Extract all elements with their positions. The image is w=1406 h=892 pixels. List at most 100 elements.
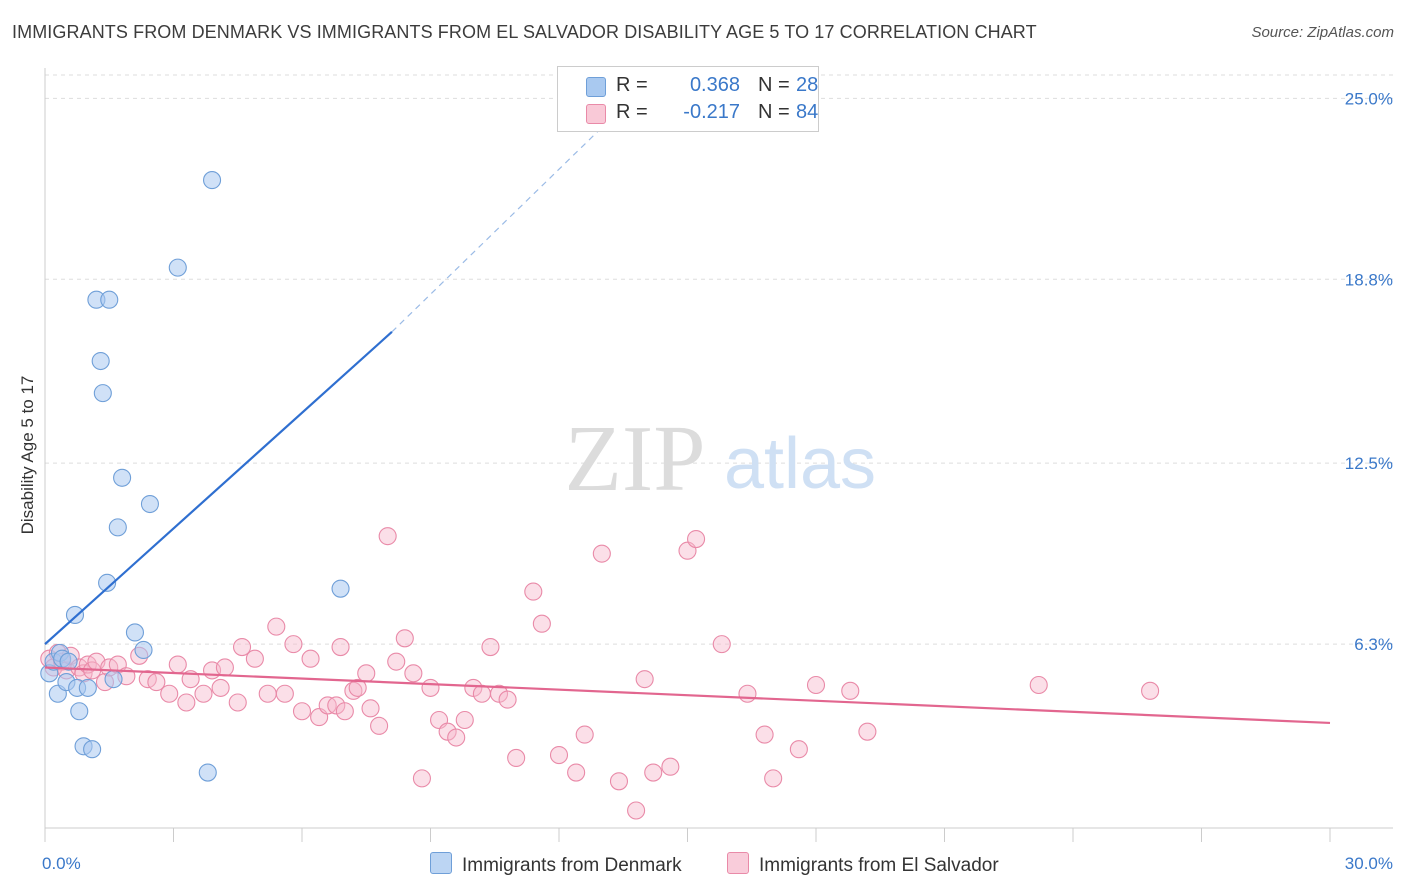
el-salvador-point — [395, 629, 414, 648]
axes — [44, 68, 1393, 842]
el-salvador-point — [549, 745, 569, 765]
r-value: 0.368 — [689, 74, 740, 96]
el-salvador-point — [738, 684, 757, 703]
el-salvador-point — [567, 763, 586, 782]
el-salvador-point — [258, 684, 277, 703]
denmark-point — [108, 518, 127, 537]
el-salvador-point — [858, 722, 877, 741]
y-tick-label: 12.5% — [1345, 454, 1393, 473]
el-salvador-point — [447, 728, 466, 747]
denmark-point — [65, 605, 85, 624]
n-label: N = — [758, 101, 790, 123]
el-salvador-trend-line — [44, 666, 1331, 725]
el-salvador-point — [215, 658, 234, 677]
el-salvador-point — [194, 684, 213, 703]
el-salvador-legend-swatch — [727, 852, 749, 874]
denmark-trend-line — [44, 331, 393, 645]
grid-lines — [45, 74, 1393, 645]
el-salvador-point — [357, 664, 376, 683]
n-value: 84 — [796, 101, 819, 123]
el-salvador-point — [301, 649, 320, 668]
el-salvador-point — [841, 681, 860, 700]
watermark-zip: ZIP — [565, 407, 706, 511]
el-salvador-point — [378, 527, 397, 546]
stats-legend: R = 0.368 N = 28 R = -0.217 N = 84 — [557, 66, 819, 132]
denmark-point — [134, 640, 153, 660]
r-value: -0.217 — [683, 101, 740, 123]
el-salvador-point — [348, 678, 367, 697]
el-salvador-point — [592, 544, 611, 563]
series-denmark — [40, 171, 350, 782]
el-salvador-point — [472, 684, 491, 703]
watermark-atlas: atlas — [724, 424, 876, 504]
el-salvador-point — [168, 655, 187, 674]
watermark: ZIP atlas — [565, 407, 877, 511]
r-label: R = — [616, 74, 648, 96]
el-salvador-swatch — [586, 104, 606, 124]
el-salvador-point — [661, 757, 680, 776]
denmark-point — [203, 171, 222, 190]
el-salvador-point — [331, 637, 350, 657]
el-salvador-point — [335, 702, 354, 721]
el-salvador-point — [1029, 675, 1048, 695]
denmark-point — [59, 652, 78, 671]
el-salvador-point — [421, 678, 440, 697]
source-label: Source: ZipAtlas.com — [1251, 24, 1394, 41]
legend-item-el-salvador: Immigrants from El Salvador — [727, 852, 999, 877]
el-salvador-point — [370, 716, 389, 735]
el-salvador-point — [292, 702, 312, 721]
el-salvador-point — [532, 614, 551, 633]
el-salvador-point — [361, 699, 380, 718]
el-salvador-point — [245, 649, 264, 668]
el-salvador-point — [789, 740, 808, 759]
denmark-trend-extension — [391, 127, 603, 333]
el-salvador-point — [404, 664, 423, 683]
el-salvador-point — [228, 693, 247, 712]
y-tick-label: 6.3% — [1354, 635, 1393, 654]
el-salvador-point — [1141, 681, 1160, 700]
chart-title: IMMIGRANTS FROM DENMARK VS IMMIGRANTS FR… — [12, 22, 1037, 42]
el-salvador-point — [387, 652, 406, 671]
el-salvador-point — [267, 617, 286, 636]
el-salvador-point — [481, 637, 500, 657]
n-label: N = — [758, 74, 790, 96]
denmark-point — [70, 702, 89, 721]
el-salvador-point — [712, 635, 731, 654]
el-salvador-point — [627, 801, 646, 820]
el-salvador-point — [284, 635, 303, 654]
denmark-point — [91, 351, 110, 371]
el-salvador-point — [609, 772, 629, 791]
denmark-point — [113, 468, 132, 487]
el-salvador-point — [524, 582, 543, 601]
tick-labels: 6.3% 12.5% 18.8% 25.0% 0.0% 30.0% — [42, 89, 1393, 873]
y-tick-label: 18.8% — [1345, 270, 1393, 289]
legend-label: Immigrants from El Salvador — [759, 855, 999, 876]
el-salvador-point — [687, 530, 706, 549]
el-salvador-point — [147, 673, 166, 692]
el-salvador-point — [507, 748, 526, 768]
el-salvador-point — [455, 710, 474, 730]
denmark-point — [104, 670, 123, 689]
denmark-point — [331, 579, 350, 598]
denmark-point — [125, 623, 144, 642]
x-tick-label: 30.0% — [1345, 854, 1393, 873]
el-salvador-point — [211, 678, 230, 697]
el-salvador-point — [764, 769, 783, 788]
denmark-point — [168, 258, 187, 277]
denmark-point — [78, 678, 97, 697]
el-salvador-point — [644, 763, 663, 782]
denmark-point — [98, 573, 117, 592]
el-salvador-point — [498, 690, 517, 709]
el-salvador-point — [806, 675, 826, 695]
trend-lines — [44, 127, 1331, 725]
denmark-point — [83, 740, 102, 759]
legend-item-denmark: Immigrants from Denmark — [430, 852, 682, 877]
el-salvador-point — [160, 684, 179, 703]
el-salvador-point — [275, 684, 294, 703]
el-salvador-point — [755, 725, 774, 744]
el-salvador-point — [412, 769, 431, 788]
denmark-point — [100, 290, 119, 309]
denmark-swatch — [586, 77, 606, 97]
el-salvador-point — [575, 725, 594, 744]
